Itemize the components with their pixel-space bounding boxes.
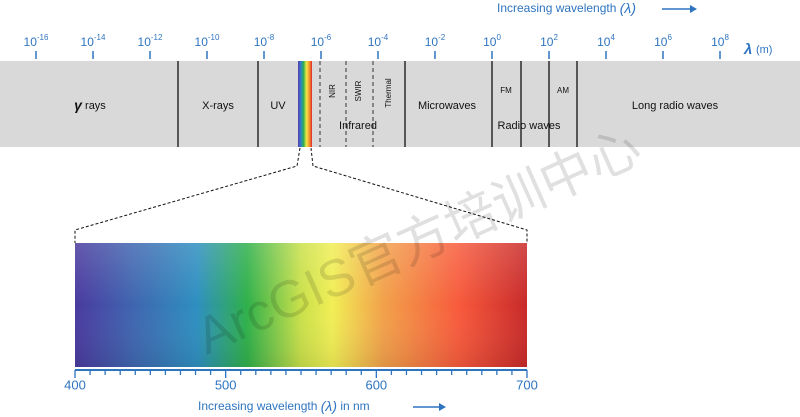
tick-base: 10 — [81, 35, 95, 49]
tick-label: 108 — [711, 33, 729, 49]
tick-label: 400 — [64, 377, 86, 392]
tick-exp: 8 — [724, 33, 729, 42]
tick-label: 10-8 — [254, 33, 275, 49]
arrow-head — [690, 5, 697, 13]
gamma-text: rays — [85, 100, 106, 112]
tick-label: 10-2 — [425, 33, 446, 49]
band-label: SWIR — [354, 80, 363, 101]
tick-exp: 6 — [667, 33, 672, 42]
tick-base: 10 — [311, 35, 325, 49]
band-label: Long radio waves — [632, 100, 719, 112]
tick-label: 600 — [365, 377, 387, 392]
visible-strip — [298, 61, 312, 147]
top-ticks: 10-16 10-14 10-12 10-10 10-8 10-6 10-4 10-2 100 1… — [24, 33, 729, 59]
band-label: X-rays — [202, 100, 234, 112]
tick-base: 10 — [540, 35, 554, 49]
caption-symbol: (λ) — [321, 398, 337, 414]
band-label: FM — [500, 86, 512, 95]
tick-base: 10 — [597, 35, 611, 49]
band-label: Thermal — [384, 78, 393, 108]
unit: λ (m) — [743, 41, 772, 58]
tick-base: 10 — [24, 35, 38, 49]
tick-label: 10-10 — [195, 33, 220, 49]
caption-symbol: (λ) — [620, 0, 636, 16]
tick-base: 10 — [254, 35, 268, 49]
tick-base: 10 — [654, 35, 668, 49]
tick-exp: -14 — [94, 33, 106, 42]
bottom-caption: Increasing wavelength (λ) in nm — [198, 398, 370, 414]
tick-exp: -6 — [324, 33, 332, 42]
bottom-tick-labels: 400 500 600 700 — [64, 377, 538, 392]
band-label: AM — [557, 86, 569, 95]
band-label: Infrared — [339, 120, 377, 132]
tick-exp: -8 — [267, 33, 275, 42]
dividers — [177, 61, 578, 147]
tick-exp: -16 — [37, 33, 49, 42]
spectrum-band — [0, 61, 800, 147]
tick-label: 500 — [215, 377, 237, 392]
gamma-label: γ rays — [74, 97, 106, 113]
arrow-head — [439, 403, 446, 411]
tick-label: 10-14 — [81, 33, 106, 49]
band-label: NIR — [328, 84, 337, 98]
tick-label: 10-16 — [24, 33, 49, 49]
tick-base: 10 — [368, 35, 382, 49]
caption-text: Increasing wavelength — [198, 399, 317, 413]
bottom-minor-ticks — [74, 370, 528, 378]
tick-exp: 4 — [610, 33, 615, 42]
tick-label: 106 — [654, 33, 672, 49]
tick-base: 10 — [138, 35, 152, 49]
tick-exp: -4 — [381, 33, 389, 42]
top-caption: Increasing wavelength (λ) — [497, 0, 636, 16]
tick-label: 102 — [540, 33, 558, 49]
tick-base: 10 — [425, 35, 439, 49]
tick-label: 10-6 — [311, 33, 332, 49]
tick-base: 10 — [483, 35, 497, 49]
unit-symbol: λ — [743, 41, 752, 58]
zoom-lines — [74, 147, 528, 243]
band-label: Microwaves — [418, 100, 477, 112]
caption-text: Increasing wavelength — [497, 1, 616, 15]
unit-text: (m) — [756, 44, 773, 56]
tick-base: 10 — [711, 35, 725, 49]
caption-unit: in nm — [340, 399, 369, 413]
tick-exp: 2 — [553, 33, 558, 42]
tick-label: 700 — [516, 377, 538, 392]
band-label: UV — [270, 100, 286, 112]
tick-exp: -12 — [151, 33, 163, 42]
band-label: Radio waves — [498, 120, 561, 132]
tick-exp: 0 — [496, 33, 501, 42]
tick-label: 10-12 — [138, 33, 163, 49]
tick-label: 104 — [597, 33, 615, 49]
tick-exp: -10 — [208, 33, 220, 42]
tick-label: 10-4 — [368, 33, 389, 49]
spectrum-shade — [75, 243, 527, 367]
tick-label: 100 — [483, 33, 501, 49]
gamma-symbol: γ — [74, 97, 83, 113]
ir-dividers — [319, 61, 374, 147]
tick-base: 10 — [195, 35, 209, 49]
tick-exp: -2 — [438, 33, 446, 42]
